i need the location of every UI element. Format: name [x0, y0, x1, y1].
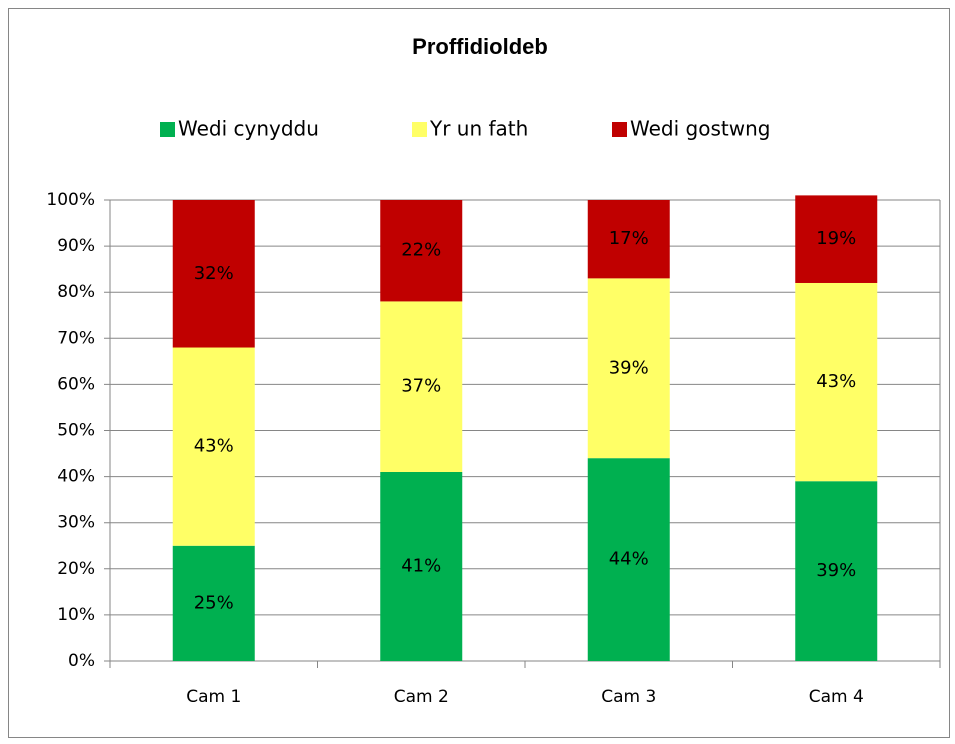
x-tick-label: Cam 3 — [601, 687, 656, 707]
legend-swatch — [160, 122, 175, 137]
data-label: 22% — [401, 240, 441, 261]
x-tick-label: Cam 1 — [186, 687, 241, 707]
y-tick-label: 10% — [57, 605, 95, 625]
legend-swatch — [412, 122, 427, 137]
y-tick-label: 80% — [57, 282, 95, 302]
x-tick-label: Cam 4 — [809, 687, 864, 707]
data-label: 19% — [816, 228, 856, 249]
data-label: 25% — [194, 592, 234, 613]
bar-segment — [380, 471, 463, 661]
data-label: 32% — [194, 263, 234, 284]
bar-segment — [380, 301, 463, 472]
data-label: 39% — [816, 560, 856, 581]
data-label: 43% — [194, 436, 234, 457]
bar-segment — [795, 282, 878, 482]
data-label: 39% — [609, 357, 649, 378]
y-tick-label: 50% — [57, 421, 95, 441]
bar-segment — [795, 195, 878, 283]
y-tick-label: 20% — [57, 559, 95, 579]
y-tick-label: 70% — [57, 328, 95, 348]
bar-segment — [172, 347, 255, 546]
data-label: 44% — [609, 549, 649, 570]
y-tick-label: 60% — [57, 374, 95, 394]
bar-segment — [587, 278, 670, 459]
legend-label: Wedi cynyddu — [178, 117, 319, 141]
y-tick-label: 90% — [57, 236, 95, 256]
data-label: 41% — [401, 555, 441, 576]
bar-segment — [380, 200, 463, 302]
bar-segment — [795, 481, 878, 661]
y-tick-label: 100% — [46, 190, 95, 210]
data-label: 17% — [609, 228, 649, 249]
data-label: 37% — [401, 376, 441, 397]
legend-swatch — [612, 122, 627, 137]
x-tick-label: Cam 2 — [394, 687, 449, 707]
bar-segment — [172, 200, 255, 348]
y-tick-label: 30% — [57, 513, 95, 533]
bar-segment — [172, 545, 255, 661]
bar-segment — [587, 458, 670, 661]
bar-segment — [587, 200, 670, 279]
legend-label: Yr un fath — [429, 117, 528, 141]
legend-label: Wedi gostwng — [630, 117, 770, 141]
data-label: 43% — [816, 371, 856, 392]
y-tick-label: 40% — [57, 467, 95, 487]
chart-title: Proffidioldeb — [412, 34, 548, 59]
y-tick-label: 0% — [68, 651, 95, 671]
